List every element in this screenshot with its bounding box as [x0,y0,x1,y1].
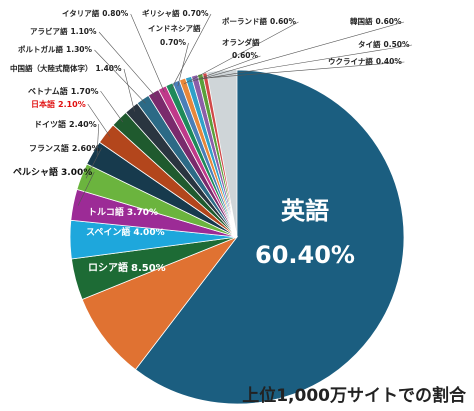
slice-name: タイ語 [358,39,381,49]
value-label: 0.70% [183,9,210,18]
leader-line [189,55,261,83]
value-label: 2.10% [58,100,86,109]
value-label: 0.80% [102,9,129,18]
slice-label: ウクライナ語 0.40% [328,56,402,66]
slice-label: 韓国語 0.60% [350,16,402,26]
slice-name: ギリシャ語 [142,8,180,18]
slice-label: ポーランド語 0.60% [222,16,297,26]
leader-line [94,49,146,104]
value-label: 8.50% [131,263,166,274]
leader-line [123,68,135,112]
value-label: 0.60% [232,51,259,60]
slice-name: トルコ語 [88,206,124,218]
value-label: 60.40% [255,241,355,269]
leader-line [195,21,405,81]
slice-name: インドネシア語 [148,23,201,33]
leader-line [205,61,405,79]
slice-label: フランス語 2.60% [29,143,100,153]
value-label: 4.00% [133,228,164,238]
value-label: 1.30% [66,45,93,54]
slice-label: アラビア語 1.10% [30,26,97,36]
leader-line [130,13,165,93]
slice-label: タイ語 0.50% [358,39,410,49]
leader-line [87,103,111,137]
pie-slice [134,69,405,405]
slice-name: イタリア語 [62,8,100,18]
value-label: 0.70% [160,38,187,47]
slice-label: オランダ語 [222,37,260,47]
value-label: 0.50% [384,40,411,49]
slice-name: ウクライナ語 [328,56,373,66]
slice-label: ギリシャ語 0.70% [142,8,209,18]
leader-line [100,90,124,123]
chart-title: 上位1,000万サイトでの割合 [242,385,467,406]
value-label: 1.10% [71,27,98,36]
value-label: 1.70% [71,87,99,96]
value-label: 2.60% [72,144,100,153]
leader-line [98,31,157,97]
value-label: 2.40% [69,120,97,129]
value-label: 0.60% [270,17,297,26]
slice-label: スペイン語 4.00% [86,226,165,238]
slice-name: ロシア語 [88,261,128,274]
leader-line [96,123,100,156]
slice-name: アラビア語 [30,26,68,36]
leader-line [201,44,413,80]
leader-line [171,13,212,90]
value-label: 3.70% [127,208,158,218]
slice-name: 日本語 [31,99,55,109]
value-label: 0.60% [376,17,403,26]
slice-label: 中国語（大陸式簡体字） 1.40% [10,63,122,73]
value-label: 3.00% [61,168,92,178]
leader-line [85,147,102,179]
leader-line [77,171,95,206]
value-label: 1.40% [96,64,123,73]
slice-label: 英語 [281,197,329,225]
slice-name: ドイツ語 [34,119,66,129]
slice-name: 中国語（大陸式簡体字） [10,63,93,73]
slice-label: 日本語 2.10% [31,99,86,109]
slice-name: ポルトガル語 [18,44,63,54]
slice-label: イタリア語 0.80% [62,8,129,18]
slice-label: ペルシャ語 3.00% [13,166,92,178]
leader-line [183,21,299,85]
slice-name: オランダ語 [222,37,260,47]
slice-name: 韓国語 [350,16,373,26]
slice-name: ベトナム語 [28,86,68,96]
slice-label: インドネシア語 [148,23,201,33]
slice-name: ペルシャ語 [13,166,58,178]
pie-slice [81,236,239,371]
slice-label: ポルトガル語 1.30% [18,44,93,54]
leader-line [177,42,189,87]
slice-label: トルコ語 3.70% [88,206,158,218]
slice-name: フランス語 [29,143,69,153]
slice-label: ベトナム語 1.70% [28,86,99,96]
slice-name: スペイン語 [86,226,130,238]
slice-label: ロシア語 8.50% [88,261,166,274]
slice-name: ポーランド語 [222,16,267,26]
slice-label: ドイツ語 2.40% [34,119,97,129]
value-label: 0.40% [376,57,403,66]
